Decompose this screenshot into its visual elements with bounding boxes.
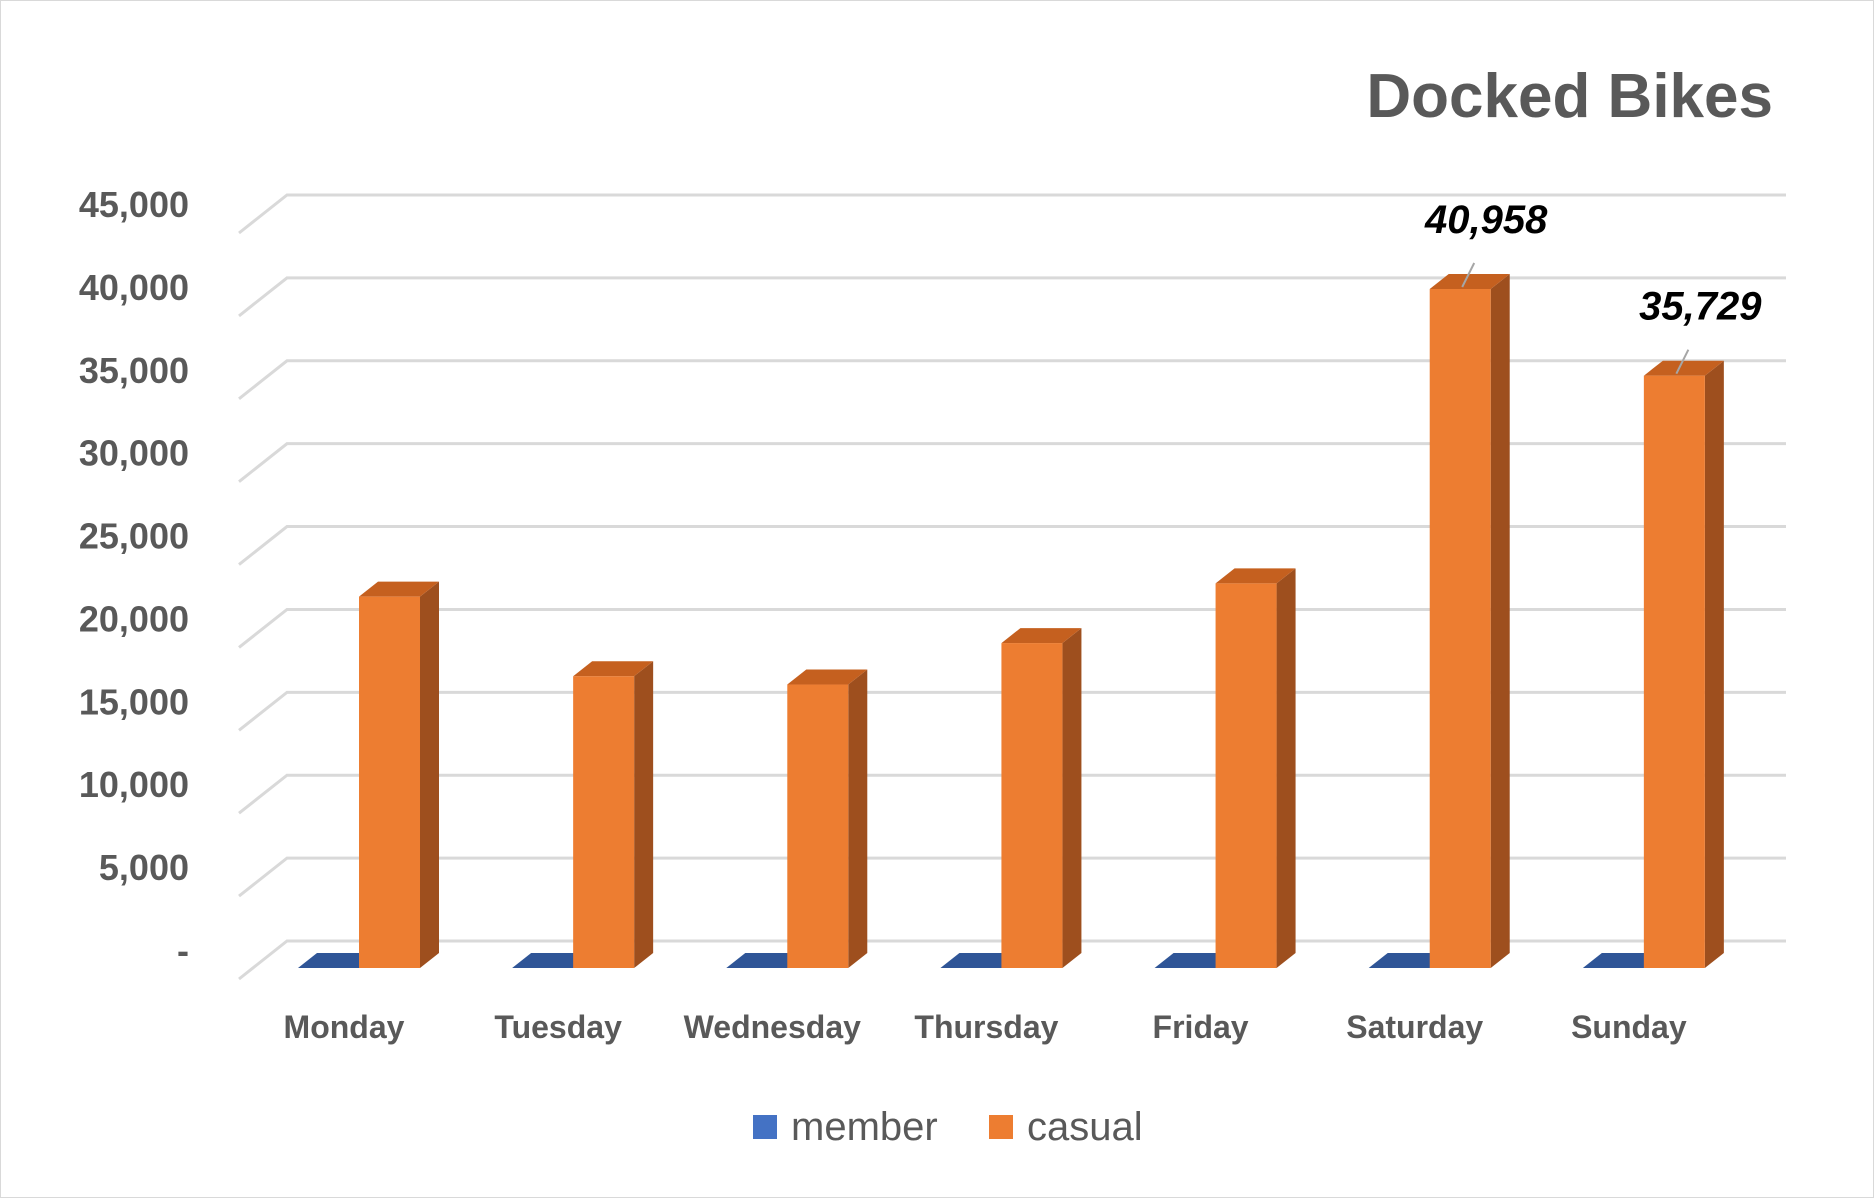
gridlines [238, 193, 1786, 981]
y-tick-label: 15,000 [79, 681, 189, 722]
y-axis-ticks: - 5,000 10,000 15,000 20,000 25,000 30,000 35,0… [79, 184, 189, 971]
y-tick-label: 20,000 [79, 598, 189, 639]
bar-casual-thursday [1001, 628, 1082, 968]
bar-side [634, 661, 654, 968]
bar-side [1704, 360, 1724, 968]
x-tick-label: Thursday [914, 1009, 1058, 1045]
bar-member-tuesday [512, 953, 593, 968]
bars [298, 274, 1724, 968]
bar-front [1643, 375, 1705, 968]
bar-member-saturday [1368, 953, 1449, 968]
y-tick-label: 40,000 [79, 267, 189, 308]
y-tick-label: 25,000 [79, 516, 189, 557]
bar-top [1429, 274, 1510, 290]
gridline [238, 525, 1786, 566]
bar-casual-sunday [1643, 360, 1724, 968]
data-label-leader [1461, 262, 1476, 288]
bar-casual-wednesday [787, 669, 868, 968]
data-label-leader [1675, 349, 1690, 375]
data-label: 40,958 [1424, 198, 1548, 242]
bar-casual-tuesday [573, 661, 654, 968]
bar-side [1490, 274, 1510, 968]
gridline [238, 442, 1786, 483]
legend-label-member: member [791, 1105, 938, 1149]
bar-casual-saturday [1429, 274, 1510, 968]
bar-front [1215, 583, 1277, 968]
x-tick-label: Monday [284, 1009, 405, 1045]
x-axis-labels: Monday Tuesday Wednesday Thursday Friday Satu… [284, 1009, 1687, 1045]
x-tick-label: Sunday [1571, 1009, 1687, 1045]
bar-top [787, 669, 868, 685]
bar-side [1276, 568, 1296, 968]
legend-label-casual: casual [1027, 1105, 1143, 1149]
bar-top [573, 661, 654, 677]
gridline [238, 193, 1786, 235]
x-tick-label: Wednesday [684, 1009, 861, 1045]
legend: member casual [753, 1105, 1143, 1149]
x-tick-label: Tuesday [494, 1009, 622, 1045]
bar-front [1001, 643, 1063, 968]
y-tick-label: - [177, 930, 189, 971]
bar-side [848, 669, 868, 968]
y-tick-label: 45,000 [79, 184, 189, 225]
data-labels: 40,958 35,729 [1424, 198, 1762, 375]
y-tick-label: 5,000 [99, 847, 189, 888]
bar-side [420, 581, 439, 968]
bar-top [1001, 628, 1082, 644]
y-tick-label: 35,000 [79, 350, 189, 391]
bar-front [359, 596, 420, 968]
bar-top [1215, 568, 1296, 584]
legend-swatch-member [753, 1115, 777, 1139]
chart-title: Docked Bikes [1366, 62, 1773, 131]
gridline [238, 276, 1786, 318]
bar-front [573, 676, 635, 968]
x-tick-label: Friday [1153, 1009, 1249, 1045]
bar-member-wednesday [726, 953, 807, 968]
bar-front [1429, 289, 1491, 968]
bar-casual-monday [359, 581, 439, 968]
bar-top [1643, 360, 1724, 376]
x-tick-label: Saturday [1346, 1009, 1483, 1045]
gridline [238, 359, 1786, 400]
bar-member-sunday [1582, 953, 1663, 968]
bar-casual-friday [1215, 568, 1296, 968]
bar-front [787, 684, 849, 968]
y-tick-label: 10,000 [79, 764, 189, 805]
bar-top [359, 581, 439, 597]
bar-member-thursday [940, 953, 1021, 968]
bar-member-friday [1154, 953, 1235, 968]
bar-side [1062, 628, 1082, 968]
y-tick-label: 30,000 [79, 433, 189, 474]
data-label: 35,729 [1639, 285, 1762, 329]
legend-swatch-casual [989, 1115, 1013, 1139]
bar-member-monday [298, 953, 378, 968]
